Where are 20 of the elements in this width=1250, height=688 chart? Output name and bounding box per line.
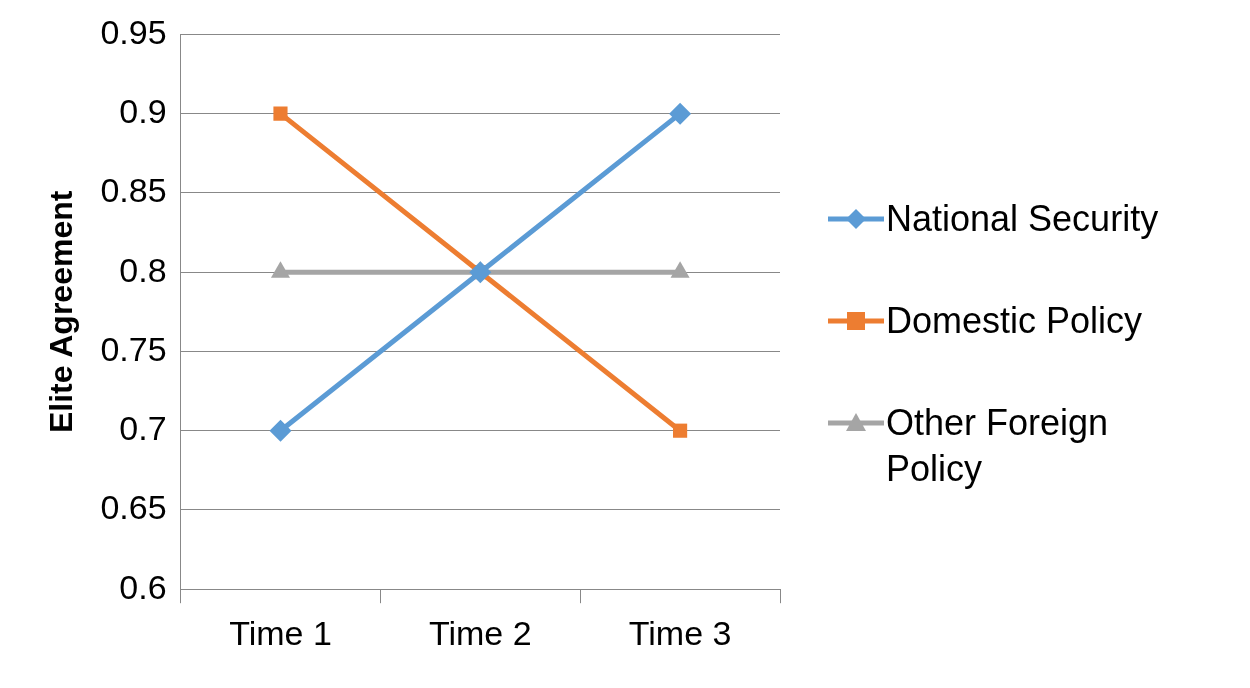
point: [273, 106, 288, 121]
y-tick-label: 0.8: [119, 250, 167, 289]
y-tick-label: 0.7: [119, 409, 167, 448]
point: [669, 102, 692, 125]
y-tick-label: 0.75: [100, 329, 167, 368]
legend-label: Domestic Policy: [886, 299, 1144, 343]
y-tick-label: 0.9: [119, 92, 167, 131]
y-tick-label: 0.85: [100, 171, 167, 210]
y-tick-label: 0.65: [100, 488, 167, 527]
y-tick-label: 0.6: [119, 567, 167, 606]
x-tick-label: Time 1: [229, 613, 332, 652]
y-tick-label: 0.95: [100, 12, 167, 51]
legend-label: Other Foreign Policy: [886, 401, 1110, 491]
point: [469, 261, 492, 284]
x-tick-label: Time 3: [628, 613, 732, 652]
x-tick-label: Time 2: [428, 613, 532, 652]
point: [269, 419, 292, 442]
y-axis-title: Elite Agreement: [43, 190, 80, 434]
legend-label: National Security: [886, 197, 1160, 241]
point: [673, 423, 688, 438]
